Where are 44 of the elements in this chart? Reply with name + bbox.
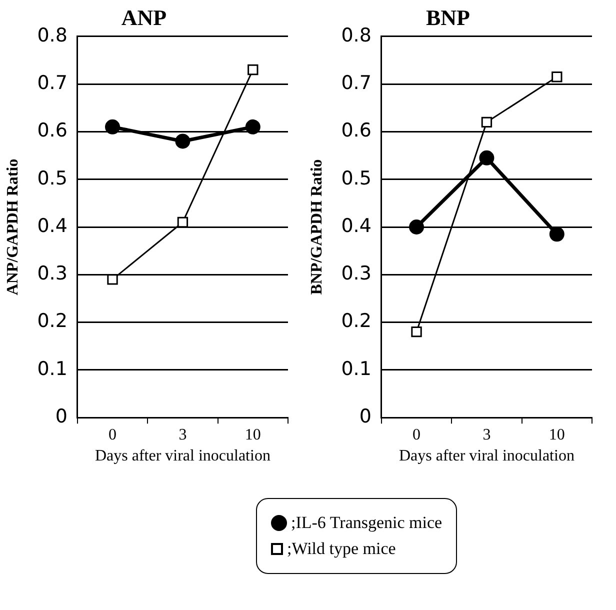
- x-tick-label: 3: [178, 426, 187, 444]
- y-tick-label: 0.1: [341, 358, 372, 380]
- point: [175, 134, 190, 149]
- chart-title: BNP: [426, 4, 470, 30]
- y-tick-label: 0.6: [341, 120, 372, 142]
- y-tick-label: 0.5: [341, 167, 372, 190]
- y-tick-label: 0.2: [341, 310, 372, 332]
- point: [245, 119, 260, 134]
- y-tick-label: 0: [55, 406, 68, 428]
- y-tick-label: 0.3: [341, 262, 372, 285]
- chart-title: ANP: [121, 4, 167, 30]
- x-axis-title: Days after viral inoculation: [94, 448, 270, 465]
- legend-label: ;Wild type mice: [287, 539, 396, 559]
- y-tick-label: 0.5: [37, 167, 68, 190]
- point: [177, 216, 188, 228]
- x-axis-title: Days after viral inoculation: [398, 448, 574, 465]
- x-tick-label: 10: [244, 426, 261, 444]
- y-tick-label: 0: [359, 406, 372, 428]
- y-axis-title: ANP/GAPDH Ratio: [4, 158, 22, 296]
- y-tick-label: 0.2: [37, 310, 68, 332]
- legend-label: ;IL-6 Transgenic mice: [291, 513, 442, 533]
- point: [479, 150, 494, 166]
- point: [411, 326, 422, 338]
- point: [248, 64, 258, 76]
- x-tick-label: 0: [108, 426, 117, 444]
- y-tick-label: 0.7: [37, 72, 68, 94]
- y-axis-title: BNP/GAPDH Ratio: [308, 159, 326, 295]
- y-tick-label: 0.8: [341, 24, 372, 46]
- point: [105, 119, 120, 134]
- x-tick-label: 10: [548, 426, 565, 444]
- x-tick-label: 3: [482, 426, 491, 444]
- y-tick-label: 0.7: [341, 72, 372, 94]
- y-tick-label: 0.4: [341, 214, 372, 237]
- y-tick-label: 0.3: [37, 262, 68, 285]
- y-tick-label: 0.4: [37, 214, 68, 237]
- point: [552, 72, 562, 82]
- y-tick-label: 0.1: [37, 358, 68, 380]
- point: [107, 274, 118, 285]
- point: [409, 220, 424, 234]
- point: [481, 116, 492, 128]
- point: [549, 226, 564, 242]
- y-tick-label: 0.8: [37, 24, 68, 46]
- x-tick-label: 0: [412, 426, 421, 444]
- y-tick-label: 0.6: [37, 120, 68, 142]
